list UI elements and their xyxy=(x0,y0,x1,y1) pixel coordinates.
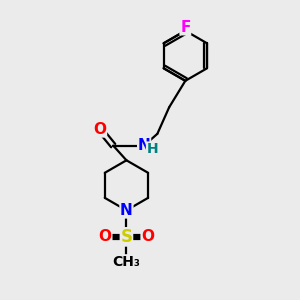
Text: N: N xyxy=(120,203,133,218)
Text: O: O xyxy=(141,230,154,244)
Text: O: O xyxy=(99,230,112,244)
Text: CH₃: CH₃ xyxy=(112,255,140,269)
Text: F: F xyxy=(180,20,190,35)
Text: N: N xyxy=(138,138,151,153)
Text: S: S xyxy=(120,228,132,246)
Text: O: O xyxy=(93,122,106,137)
Text: H: H xyxy=(146,142,158,156)
